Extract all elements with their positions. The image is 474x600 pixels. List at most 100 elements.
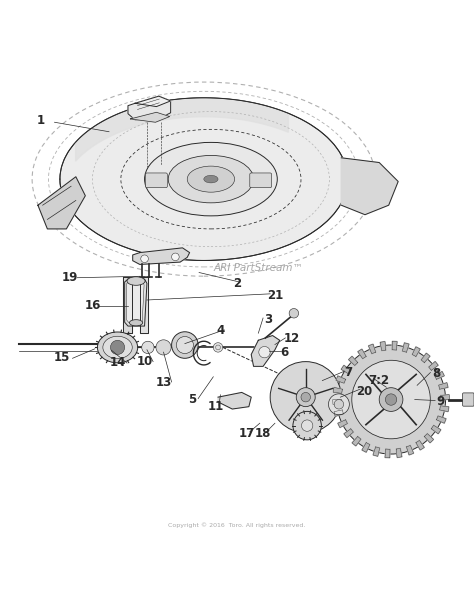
Polygon shape — [396, 448, 402, 458]
Polygon shape — [123, 277, 132, 333]
Circle shape — [172, 332, 198, 358]
Polygon shape — [412, 347, 420, 356]
Text: 4: 4 — [216, 325, 225, 337]
Polygon shape — [402, 343, 409, 352]
Polygon shape — [437, 416, 446, 423]
Polygon shape — [127, 281, 144, 323]
Polygon shape — [135, 96, 171, 107]
Text: ARI PartStream™: ARI PartStream™ — [213, 263, 303, 273]
Polygon shape — [336, 376, 346, 383]
Ellipse shape — [145, 142, 277, 216]
Ellipse shape — [103, 336, 132, 359]
Polygon shape — [38, 177, 85, 229]
Polygon shape — [441, 395, 449, 400]
Ellipse shape — [187, 166, 235, 192]
Polygon shape — [352, 437, 361, 446]
Polygon shape — [75, 98, 288, 161]
Text: 13: 13 — [155, 376, 172, 389]
Polygon shape — [251, 335, 280, 367]
Circle shape — [110, 340, 125, 355]
Polygon shape — [333, 388, 342, 394]
Text: 8: 8 — [432, 367, 440, 380]
Circle shape — [385, 394, 397, 405]
FancyBboxPatch shape — [146, 173, 167, 188]
Polygon shape — [333, 400, 341, 404]
Polygon shape — [424, 434, 434, 443]
Polygon shape — [435, 371, 444, 379]
Polygon shape — [341, 365, 351, 374]
Text: 2: 2 — [233, 277, 241, 290]
Polygon shape — [373, 447, 380, 457]
Polygon shape — [338, 420, 347, 428]
Polygon shape — [128, 96, 171, 120]
Text: 1: 1 — [36, 115, 45, 127]
Circle shape — [142, 341, 154, 353]
FancyBboxPatch shape — [463, 393, 474, 406]
Polygon shape — [439, 383, 448, 389]
Polygon shape — [428, 361, 438, 370]
Circle shape — [172, 253, 179, 260]
Text: 20: 20 — [356, 385, 372, 398]
Circle shape — [334, 400, 344, 409]
Polygon shape — [344, 429, 354, 437]
Circle shape — [293, 412, 321, 440]
Text: 6: 6 — [280, 346, 289, 359]
Circle shape — [156, 340, 171, 355]
Text: 7:2: 7:2 — [369, 374, 390, 387]
Polygon shape — [362, 443, 370, 452]
Polygon shape — [358, 349, 366, 359]
Polygon shape — [385, 449, 390, 458]
Text: 16: 16 — [84, 299, 100, 312]
Text: 19: 19 — [62, 271, 78, 284]
Text: 9: 9 — [437, 395, 445, 409]
Text: 7: 7 — [344, 365, 353, 379]
Text: 15: 15 — [54, 352, 70, 364]
Circle shape — [301, 420, 313, 431]
Polygon shape — [218, 392, 251, 409]
Ellipse shape — [204, 175, 218, 183]
Circle shape — [379, 388, 403, 412]
Polygon shape — [368, 344, 376, 353]
Circle shape — [289, 308, 299, 318]
Text: 10: 10 — [137, 355, 153, 368]
Polygon shape — [406, 445, 414, 455]
FancyBboxPatch shape — [250, 173, 272, 188]
Circle shape — [141, 255, 148, 263]
Ellipse shape — [97, 332, 137, 363]
Circle shape — [301, 392, 310, 402]
Polygon shape — [348, 356, 358, 365]
Ellipse shape — [168, 155, 254, 203]
Ellipse shape — [129, 320, 143, 326]
Text: 17: 17 — [238, 427, 255, 440]
Circle shape — [176, 337, 193, 353]
Text: 21: 21 — [267, 289, 283, 302]
Text: 3: 3 — [264, 313, 272, 326]
Polygon shape — [440, 406, 449, 412]
Circle shape — [352, 360, 430, 439]
Polygon shape — [416, 440, 424, 450]
Polygon shape — [133, 248, 190, 265]
Polygon shape — [130, 112, 170, 122]
Ellipse shape — [127, 277, 145, 286]
Polygon shape — [431, 425, 441, 434]
Text: 18: 18 — [255, 427, 271, 440]
Polygon shape — [125, 279, 147, 326]
Circle shape — [328, 394, 349, 415]
Circle shape — [259, 346, 270, 358]
Polygon shape — [392, 341, 397, 350]
Polygon shape — [380, 341, 386, 350]
Text: 12: 12 — [283, 332, 300, 346]
Text: 11: 11 — [208, 400, 224, 413]
Circle shape — [296, 388, 315, 407]
Text: Copyright © 2016  Toro. All rights reserved.: Copyright © 2016 Toro. All rights reserv… — [168, 523, 306, 528]
Text: 5: 5 — [188, 393, 196, 406]
Polygon shape — [341, 158, 398, 215]
Polygon shape — [421, 353, 430, 362]
Polygon shape — [140, 277, 148, 333]
Text: 14: 14 — [109, 356, 126, 369]
Ellipse shape — [60, 98, 348, 260]
Circle shape — [337, 345, 446, 454]
Polygon shape — [334, 410, 343, 416]
Circle shape — [270, 362, 341, 433]
Circle shape — [213, 343, 223, 352]
